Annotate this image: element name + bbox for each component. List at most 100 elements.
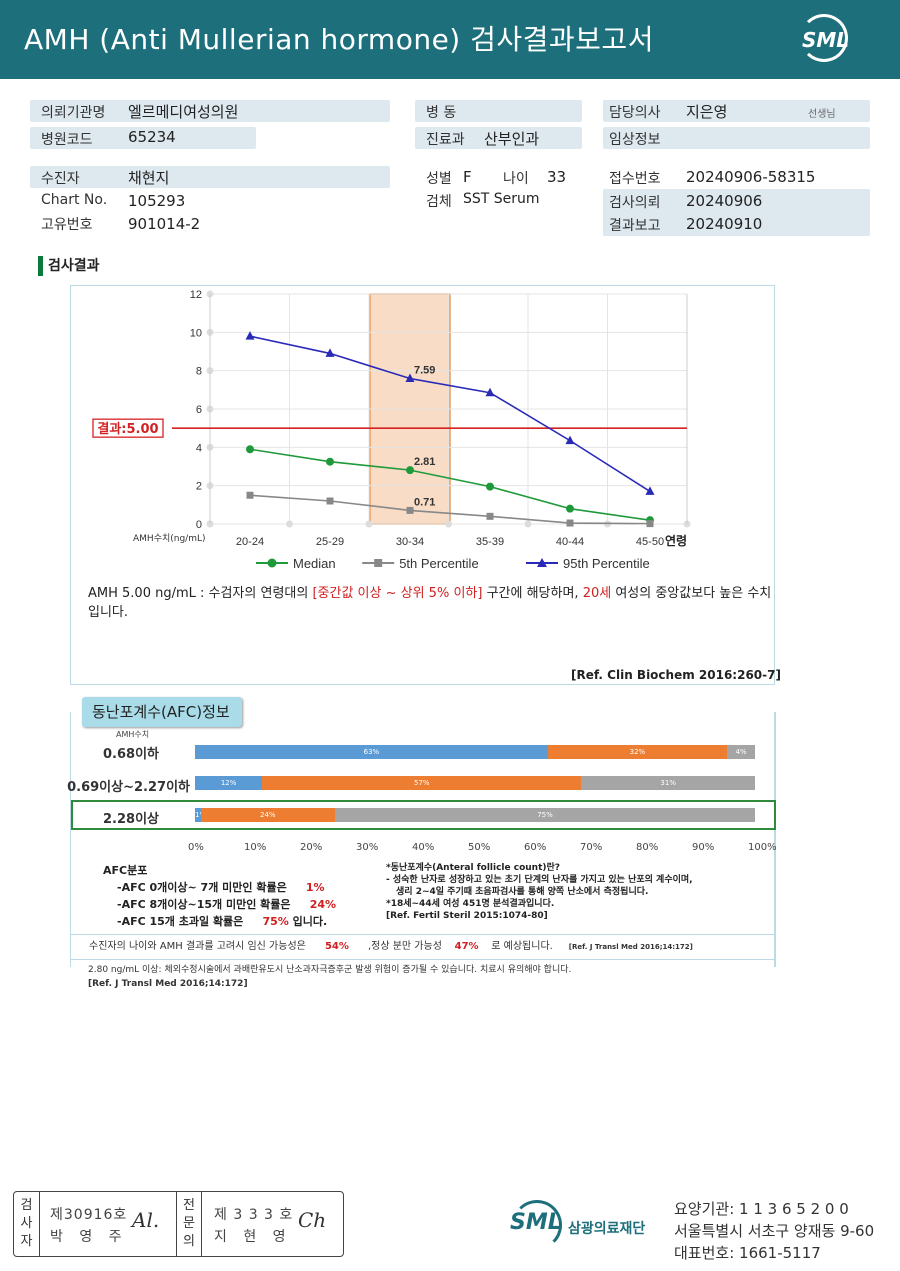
sex-label: 성별 [426, 171, 452, 187]
legend-marker [374, 559, 383, 567]
comment-range: [중간값 이상 ~ 상위 5% 이하] [312, 586, 483, 601]
x-tick-dot [445, 520, 452, 528]
chart-reference: [Ref. Clin Biochem 2016:260-7] [571, 668, 781, 682]
report-date-label: 결과보고 [609, 218, 661, 234]
institution-label: 의뢰기관명 [41, 105, 106, 121]
data-point [246, 491, 254, 499]
afc-bar-segment: 75% [335, 808, 755, 822]
doctor-label: 담당의사 [609, 105, 661, 121]
inspector-signature: Al. [132, 1208, 160, 1232]
report-date-value: 20240910 [686, 215, 763, 233]
request-date-value: 20240906 [686, 192, 763, 210]
data-point [646, 520, 654, 528]
y-tick-label: 0 [196, 519, 202, 531]
info-bar [30, 100, 390, 122]
inspector-name: 박 영 주 [50, 1229, 128, 1245]
institution-number: 요양기관: 1 1 3 6 5 2 0 0 [674, 1200, 849, 1218]
specimen-value: SST Serum [463, 191, 540, 207]
comment-text: 여성의 중앙값보다 높은 수치입니다. [88, 586, 772, 620]
y-tick-label: 8 [196, 366, 202, 378]
specialist-license: 제 3 3 3 호 [214, 1207, 294, 1223]
y-axis-label: AMH수치(ng/mL) [133, 532, 206, 544]
data-label: 2.81 [414, 456, 435, 468]
data-point [406, 506, 414, 514]
series-line [249, 494, 651, 525]
result-label-box [92, 418, 164, 438]
x-tick-label: 30-34 [396, 536, 424, 548]
y-tick-label: 6 [196, 404, 202, 416]
data-point [566, 519, 574, 527]
legend-label: Median [293, 556, 336, 571]
sex-value: F [463, 168, 472, 186]
specialist-signature: Ch [298, 1208, 327, 1232]
comment-text: AMH 5.00 ng/mL : 수검자의 연령대의 [88, 586, 313, 601]
data-point [326, 497, 334, 505]
afc-tick-label: 30% [356, 842, 379, 853]
data-point [645, 486, 655, 495]
afc-bar-segment: 12% [195, 776, 263, 790]
afc-tick-label: 40% [412, 842, 435, 853]
afc-dist-title: AFC분포 [103, 864, 148, 877]
afc-distribution: AFC분포 -AFC 0개이상~ 7개 미만인 확률은 1% -AFC 8개이상… [103, 862, 336, 930]
hospital-code-label: 병원코드 [41, 132, 93, 148]
y-tick-label: 10 [190, 327, 202, 339]
foundation-logo: SML 삼광의료재단 [510, 1200, 660, 1256]
series-line [249, 448, 651, 521]
data-point [245, 331, 255, 340]
series-line [249, 335, 651, 493]
data-point [325, 348, 335, 357]
hospital-code-value: 65234 [128, 128, 176, 146]
x-tick-label: 45-50 [636, 536, 664, 548]
afc-dist-row: -AFC 8개이상~15개 미만인 확률은 24% [117, 898, 337, 911]
age-value: 33 [547, 168, 567, 186]
comment-text: 구간에 해당하며, [482, 586, 583, 601]
chart-no-value: 105293 [128, 192, 186, 210]
ward-label: 병 동 [426, 105, 457, 121]
afc-tick-label: 50% [468, 842, 491, 853]
afc-bar-segment: 32% [547, 745, 727, 759]
data-point [246, 445, 254, 454]
info-bar [603, 127, 870, 149]
sml-logo: SML [796, 14, 852, 66]
amh-chart: 0 2 4 6 8 10 12 20-24 25-29 30-34 35-39 40-44 45-50 연… [92, 289, 691, 571]
afc-tick-label: 20% [300, 842, 323, 853]
address: 서울특별시 서초구 양재동 9-60 [674, 1222, 875, 1240]
info-bar [415, 100, 582, 122]
patient-value: 채현지 [128, 169, 170, 187]
x-tick-dot [365, 520, 373, 528]
afc-bar-segment: 57% [262, 776, 582, 790]
afc-dist-row: -AFC 15개 초과일 확률은 75% 입니다. [117, 915, 328, 928]
unique-no-value: 901014-2 [128, 215, 201, 233]
legend-label: 95th Percentile [563, 556, 650, 571]
dept-label: 진료과 [426, 132, 465, 148]
legend-marker [537, 558, 547, 567]
report-header: AMH (Anti Mullerian hormone) 검사결과보고서 SML [0, 0, 900, 79]
afc-row-label: 0.69이상~2.27이하 [67, 780, 190, 795]
clinical-label: 임상정보 [609, 132, 661, 148]
legend-marker [267, 558, 277, 568]
ohss-warning: 2.80 ng/mL 이상: 체외수정시술에서 과배란유도시 난소과자극증후군 … [88, 965, 572, 989]
data-point [406, 466, 414, 475]
data-point [485, 387, 495, 397]
afc-bar-segment: 24% [200, 808, 335, 822]
info-bar [603, 100, 870, 122]
afc-dist-row: -AFC 0개이상~ 7개 미만인 확률은 1% [117, 881, 325, 894]
phone: 대표번호: 1661-5117 [674, 1244, 821, 1262]
info-bar [30, 166, 390, 188]
afc-tick-label: 60% [524, 842, 547, 853]
y-tick-label: 12 [190, 289, 202, 301]
x-axis-label: 연령 [665, 533, 687, 548]
doctor-suffix: 선생님 [808, 109, 836, 120]
chart-no-label: Chart No. [41, 192, 108, 208]
afc-tick-label: 100% [748, 842, 777, 853]
data-point [486, 512, 494, 520]
receipt-no-value: 20240906-58315 [686, 168, 816, 186]
report-title: AMH (Anti Mullerian hormone) 검사결과보고서 [24, 23, 654, 56]
inspector-license: 제30916호 [50, 1207, 128, 1223]
y-tick-label: 4 [196, 442, 202, 454]
afc-row-label: 0.68이하 [103, 747, 159, 762]
x-tick-dot [286, 520, 293, 528]
afc-tick-label: 70% [580, 842, 603, 853]
afc-tick-label: 90% [692, 842, 715, 853]
result-label: 결과:5.00 [97, 421, 158, 437]
